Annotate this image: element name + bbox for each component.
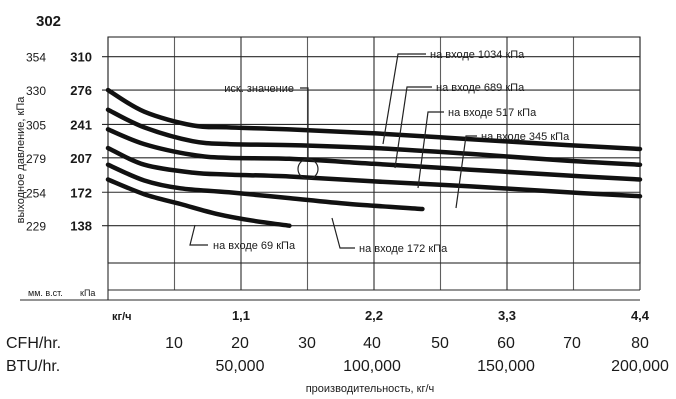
series-leader-5 xyxy=(189,224,208,246)
x-unit: кг/ч xyxy=(112,311,132,323)
series-line-3 xyxy=(105,145,643,199)
y-tick-mm: 354 xyxy=(26,51,46,65)
y-tick-kpa: 138 xyxy=(70,219,92,234)
y-axis-label: выходное давление, кПа xyxy=(15,96,27,224)
figure-id: 302 xyxy=(36,13,61,30)
series-labels: на входе 1034 кПа на входе 689 кПа на вход… xyxy=(189,49,570,255)
annotation-leader xyxy=(300,87,309,159)
series-leader-0 xyxy=(382,53,426,145)
value-annotation: иск. значение xyxy=(224,83,319,180)
cfh-tick: 50 xyxy=(431,335,449,352)
annotation-text: иск. значение xyxy=(224,83,294,95)
btu-tick: 150,000 xyxy=(477,358,535,375)
y-tick-kpa: 276 xyxy=(70,83,92,98)
series-label: на входе 69 кПа xyxy=(213,240,296,252)
cfh-scale: 10 20 30 40 50 60 70 80 xyxy=(165,335,649,352)
cfh-tick: 60 xyxy=(497,335,515,352)
series-label: на входе 345 кПа xyxy=(481,131,570,143)
cfh-tick: 40 xyxy=(363,335,381,352)
btu-tick: 200,000 xyxy=(611,358,669,375)
series-label: на входе 517 кПа xyxy=(448,107,537,119)
x-axis-label: производительность, кг/ч xyxy=(306,383,435,395)
cfh-tick: 10 xyxy=(165,335,183,352)
series-line-5 xyxy=(105,177,292,228)
x-tick-label: 1,1 xyxy=(232,308,250,323)
y-unit-right: кПа xyxy=(80,288,95,298)
y-tick-kpa: 172 xyxy=(70,185,92,200)
series-label: на входе 689 кПа xyxy=(436,82,525,94)
y-tick-mm: 305 xyxy=(26,118,46,132)
series-line-4 xyxy=(105,162,425,212)
series-leader-1 xyxy=(394,86,432,169)
series-label: на входе 172 кПа xyxy=(359,243,448,255)
y-tick-kpa: 241 xyxy=(70,117,92,132)
cfh-label: CFH/hr. xyxy=(6,335,61,352)
cfh-tick: 70 xyxy=(563,335,581,352)
cfh-tick: 20 xyxy=(231,335,249,352)
x-tick-label: 2,2 xyxy=(365,308,383,323)
series-leader-4 xyxy=(331,217,355,249)
series-leader-3 xyxy=(455,135,477,209)
series-line-2 xyxy=(105,127,643,182)
btu-scale: 50,000 100,000 150,000 200,000 xyxy=(216,358,669,375)
y-unit-left: мм. в.ст. xyxy=(28,288,63,298)
y-tick-mm: 330 xyxy=(26,84,46,98)
cfh-tick: 80 xyxy=(631,335,649,352)
btu-tick: 50,000 xyxy=(216,358,265,375)
btu-label: BTU/hr. xyxy=(6,358,60,375)
y-tick-mm: 229 xyxy=(26,220,46,234)
x-tick-label: 4,4 xyxy=(631,308,650,323)
y-tick-mm: 254 xyxy=(26,186,46,200)
y-ticks: 310 354 276 330 241 305 207 279 172 254 138 229 xyxy=(26,50,92,234)
x-ticks: 1,1 2,2 3,3 4,4 xyxy=(232,308,650,323)
btu-tick: 100,000 xyxy=(343,358,401,375)
y-tick-mm: 279 xyxy=(26,152,46,166)
y-tick-kpa: 207 xyxy=(70,151,92,166)
series-leader-2 xyxy=(417,111,444,189)
cfh-tick: 30 xyxy=(298,335,316,352)
x-tick-label: 3,3 xyxy=(498,308,516,323)
series-label: на входе 1034 кПа xyxy=(430,49,525,61)
y-tick-kpa: 310 xyxy=(70,50,92,65)
